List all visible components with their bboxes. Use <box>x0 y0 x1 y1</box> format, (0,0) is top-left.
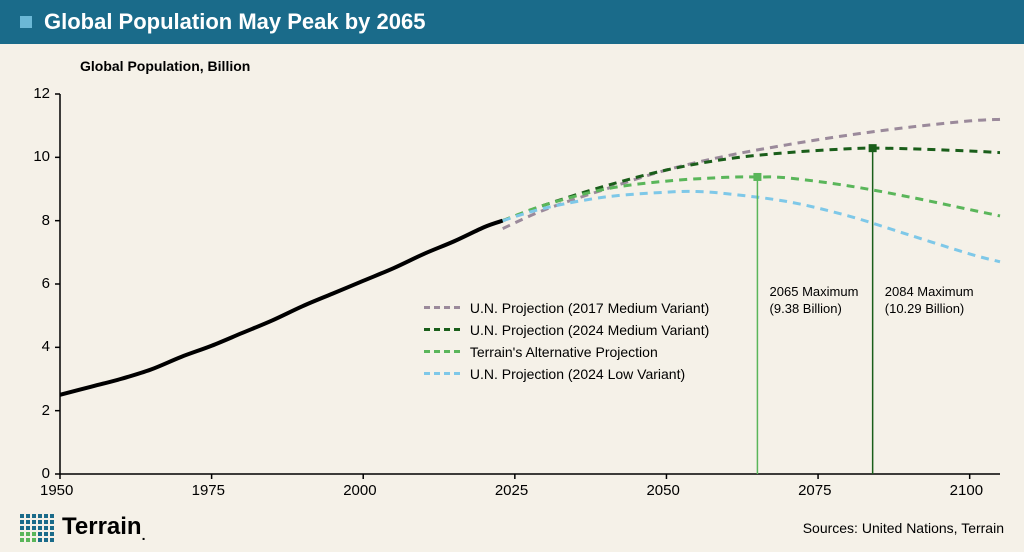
line-chart-svg <box>0 44 1024 504</box>
x-tick-label: 1950 <box>40 482 73 499</box>
y-tick-label: 12 <box>33 85 50 102</box>
logo-text: Terrain. <box>62 513 145 543</box>
legend-row: U.N. Projection (2024 Medium Variant) <box>424 319 709 341</box>
series-terrain <box>503 177 1000 221</box>
x-tick-label: 2100 <box>950 482 983 499</box>
peak-annotation: 2084 Maximum(10.29 Billion) <box>885 284 974 318</box>
legend-swatch <box>424 306 460 309</box>
x-tick-label: 1975 <box>192 482 225 499</box>
logo: Terrain. <box>20 513 145 543</box>
x-tick-label: 2000 <box>343 482 376 499</box>
legend-label: Terrain's Alternative Projection <box>470 344 658 360</box>
x-tick-label: 2025 <box>495 482 528 499</box>
legend-row: Terrain's Alternative Projection <box>424 341 709 363</box>
legend-label: U.N. Projection (2024 Low Variant) <box>470 366 685 382</box>
y-tick-label: 6 <box>42 275 50 292</box>
legend: U.N. Projection (2017 Medium Variant) U.N… <box>424 297 709 385</box>
chart-area: Global Population, Billion U.N. Projecti… <box>0 44 1024 504</box>
logo-dot-grid-icon <box>20 514 56 542</box>
series-un2024med <box>503 148 1000 221</box>
y-tick-label: 4 <box>42 338 50 355</box>
legend-swatch <box>424 350 460 353</box>
y-tick-label: 0 <box>42 465 50 482</box>
legend-row: U.N. Projection (2017 Medium Variant) <box>424 297 709 319</box>
series-un2024low <box>503 191 1000 261</box>
header-bar: Global Population May Peak by 2065 <box>0 0 1024 44</box>
header-title: Global Population May Peak by 2065 <box>44 9 425 35</box>
peak-annotation: 2065 Maximum(9.38 Billion) <box>770 284 859 318</box>
chart-subtitle: Global Population, Billion <box>80 58 250 74</box>
x-tick-label: 2075 <box>798 482 831 499</box>
legend-label: U.N. Projection (2024 Medium Variant) <box>470 322 709 338</box>
sources-text: Sources: United Nations, Terrain <box>803 520 1004 536</box>
y-tick-label: 10 <box>33 148 50 165</box>
header-bullet-icon <box>20 16 32 28</box>
y-tick-label: 8 <box>42 212 50 229</box>
y-tick-label: 2 <box>42 402 50 419</box>
footer: Terrain. Sources: United Nations, Terrai… <box>0 504 1024 552</box>
chart-container: Global Population May Peak by 2065 Globa… <box>0 0 1024 552</box>
legend-swatch <box>424 328 460 331</box>
peak-marker <box>753 173 761 181</box>
legend-swatch <box>424 372 460 375</box>
series-un2017 <box>503 119 1000 228</box>
legend-row: U.N. Projection (2024 Low Variant) <box>424 363 709 385</box>
peak-marker <box>869 144 877 152</box>
legend-label: U.N. Projection (2017 Medium Variant) <box>470 300 709 316</box>
x-tick-label: 2050 <box>646 482 679 499</box>
